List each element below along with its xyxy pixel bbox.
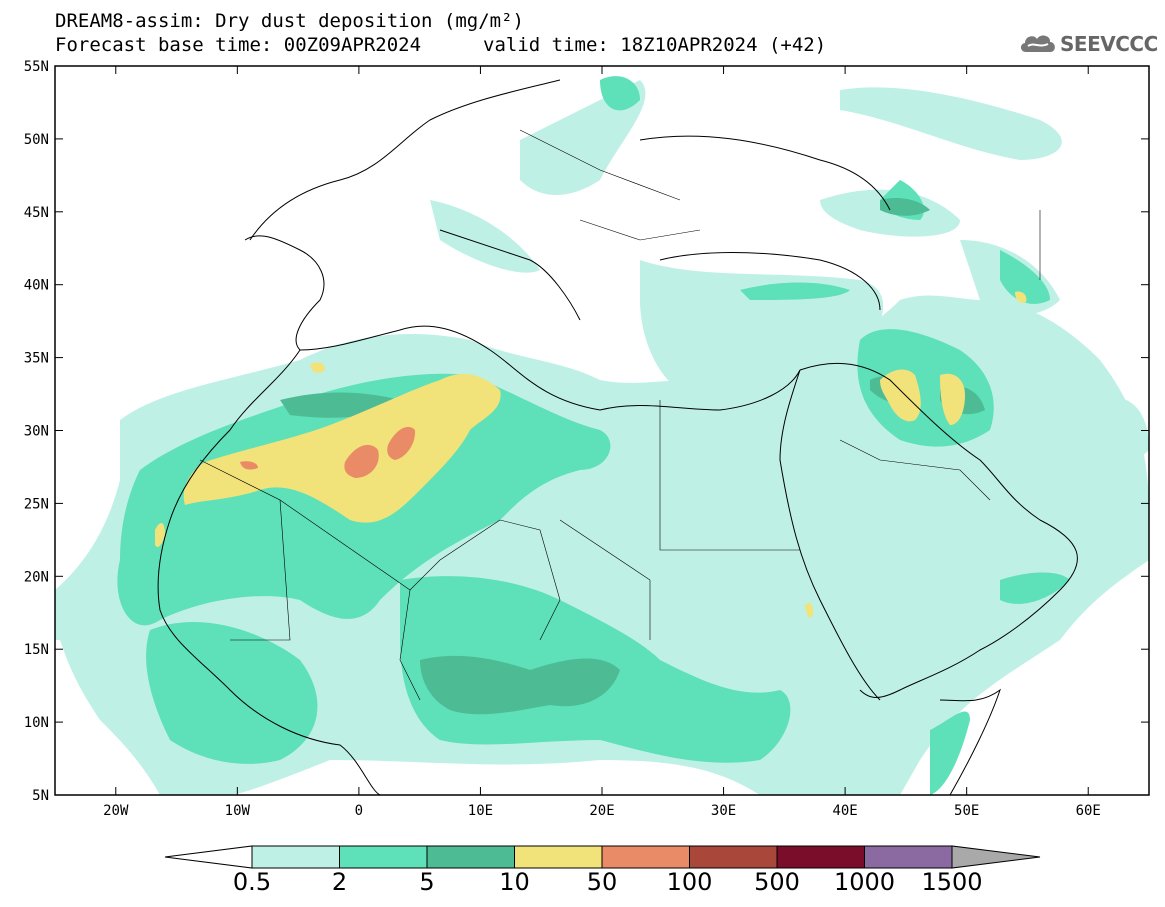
colorbar-segment [864,845,953,869]
logo-text: SEEVCCC [1060,32,1158,56]
lat-label: 50N [24,132,49,148]
forecast-base-time: Forecast base time: 00Z09APR2024 [55,34,422,56]
colorbar-label: 5 [419,868,435,896]
coastlines [157,79,1078,795]
lon-label: 20W [103,803,129,819]
colorbar-segment [776,845,865,869]
colorbar-label: 0.5 [232,868,272,896]
lon-label: 60E [1076,803,1101,819]
country-borders [199,129,1041,701]
lat-label: 15N [24,642,49,658]
deposition-level-50 [240,426,416,478]
colorbar-over-triangle [951,845,1041,869]
colorbar-segment [514,845,603,869]
lat-label: 5N [32,788,49,804]
lat-label: 40N [24,278,49,294]
lat-label: 20N [24,569,49,585]
colorbar-label: 2 [331,868,348,896]
colorbar-label: 10 [499,868,530,896]
lat-label: 45N [24,205,49,221]
lon-label: 0 [355,803,363,819]
longitude-axis: 20W 10W 0 10E 20E 30E 40E 50E 60E [103,66,1101,819]
lon-label: 30E [711,803,736,819]
lon-label: 50E [954,803,979,819]
lat-label: 35N [24,351,49,367]
map-title: DREAM8-assim: Dry dust deposition (mg/m²… [55,10,524,32]
lon-label: 20E [589,803,614,819]
colorbar [164,845,1041,869]
colorbar-label: 50 [586,868,618,896]
lat-label: 30N [24,424,49,440]
lat-label: 25N [24,496,49,512]
colorbar-label: 1000 [833,868,896,896]
seevccc-logo [1018,28,1153,58]
lon-label: 40E [832,803,857,819]
colorbar-segment [601,845,690,869]
colorbar-label: 100 [666,868,713,896]
colorbar-segment [339,845,428,869]
lon-label: 10E [468,803,493,819]
colorbar-segment [426,845,515,869]
colorbar-segment [689,845,778,869]
deposition-level-10 [155,291,1027,618]
colorbar-label: 500 [754,868,800,896]
valid-time: valid time: 18Z10APR2024 (+42) [483,34,827,56]
lon-label: 10W [225,803,251,819]
latitude-axis: 55N 50N 45N 40N 35N 30N 25N 20N 15N 10N 5N [24,59,1149,804]
colorbar-segment [251,845,340,869]
lat-label: 55N [24,59,49,75]
colorbar-under-triangle [164,845,253,869]
colorbar-label: 1500 [921,868,983,896]
lat-label: 10N [24,715,49,731]
cloud-icon [1020,35,1055,52]
